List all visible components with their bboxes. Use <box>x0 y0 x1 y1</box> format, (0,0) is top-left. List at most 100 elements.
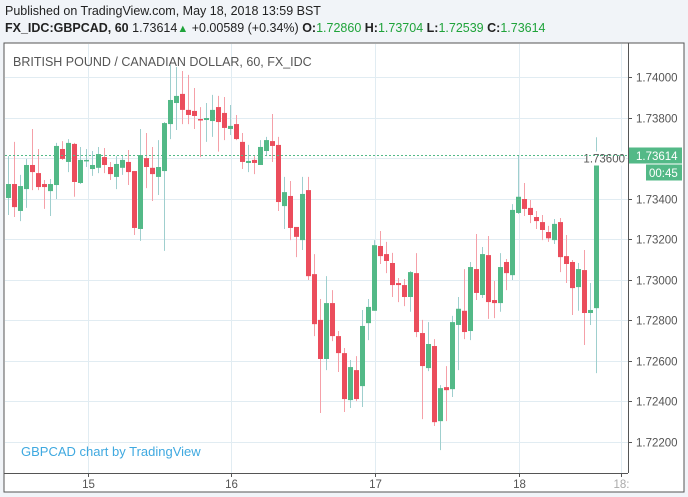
x-tick-label: 18 <box>513 479 526 491</box>
x-tick-label: 17 <box>369 479 382 491</box>
candle-up <box>552 219 557 244</box>
candle-body <box>594 155 599 309</box>
candle-down <box>192 88 197 129</box>
symbol-info-bar: FX_IDC:GBPCAD, 60 1.73614▲ +0.00589 (+0.… <box>5 21 546 35</box>
candle-down <box>222 96 227 141</box>
watermark: GBPCAD chart by TradingView <box>21 444 201 459</box>
candle-up <box>90 151 95 176</box>
candle-down <box>102 147 107 174</box>
candle-down <box>336 331 341 372</box>
candle-body <box>6 184 11 198</box>
candle-down <box>558 218 563 273</box>
candle-body <box>582 270 587 314</box>
candle-body <box>570 261 575 289</box>
open-value: 1.72860 <box>316 21 362 35</box>
candle-body <box>144 158 149 168</box>
candle-body <box>150 167 155 175</box>
candle-body <box>210 109 215 122</box>
candle-body <box>330 303 335 337</box>
candle-down <box>582 250 587 346</box>
candle-up <box>66 139 71 173</box>
candle-down <box>318 299 323 414</box>
candle-down <box>492 281 497 319</box>
time-axis[interactable]: 15 16 17 18 18: <box>82 473 630 491</box>
candle-down <box>354 356 359 402</box>
candle-up <box>78 146 83 185</box>
candle-body <box>558 222 563 258</box>
candle-up <box>258 140 263 165</box>
candle-body <box>462 310 467 333</box>
candle-body <box>204 118 209 121</box>
candle-up <box>408 271 413 312</box>
candle-body <box>24 164 29 190</box>
candle-up <box>6 156 11 215</box>
candle-down <box>402 278 407 307</box>
candle-down <box>42 179 47 209</box>
candle-down <box>444 366 449 422</box>
candle-body <box>312 274 317 325</box>
close-label: C: <box>487 21 501 35</box>
candle-body <box>72 143 77 182</box>
candle-body <box>324 303 329 359</box>
candle-body <box>546 232 551 239</box>
candle-body <box>414 273 419 333</box>
price-axis[interactable]: 1.74000 1.73800 1.73600 1.73400 1.73200 1.730… <box>583 73 677 450</box>
candle-up <box>120 155 125 175</box>
candle-body <box>354 370 359 400</box>
y-tick-label: 1.73000 <box>636 276 678 288</box>
published-note: Published on TradingView.com, May 18, 20… <box>5 4 321 18</box>
candle-up <box>96 146 101 174</box>
candle-body <box>384 254 389 261</box>
candle-down <box>564 235 569 284</box>
candle-down <box>384 241 389 274</box>
candle-down <box>126 149 131 186</box>
candle-body <box>276 144 281 203</box>
candle-body <box>486 255 491 303</box>
candle-down <box>414 253 419 338</box>
y-tick-label: 1.73600 <box>583 154 625 166</box>
candle-body <box>270 141 275 146</box>
candle-down <box>504 258 509 291</box>
candle-up <box>204 103 209 142</box>
candle-down <box>546 225 551 242</box>
candle-body <box>180 93 185 110</box>
candle-up <box>84 148 89 168</box>
candle-body <box>222 112 227 128</box>
candle-body <box>96 154 101 168</box>
candle-body <box>366 306 371 324</box>
candle-up <box>450 315 455 398</box>
low-value: 1.72539 <box>438 21 484 35</box>
candle-up <box>264 136 269 157</box>
candle-body <box>246 160 251 163</box>
candle-up <box>468 261 473 341</box>
candle-up <box>360 309 365 407</box>
candle-body <box>282 192 287 207</box>
candle-body <box>102 157 107 165</box>
candle-body <box>360 325 365 387</box>
candle-body <box>426 343 431 369</box>
candle-down <box>108 161 113 180</box>
candle-up <box>24 158 29 208</box>
candle-body <box>552 223 557 241</box>
candle-down <box>240 132 245 170</box>
candle-body <box>402 285 407 298</box>
candle-down <box>270 113 275 162</box>
candle-body <box>438 388 443 422</box>
candle-down <box>528 200 533 224</box>
candle-up <box>588 283 593 325</box>
candles <box>6 64 599 451</box>
candle-body <box>318 319 323 359</box>
candle-up <box>174 66 179 130</box>
x-tick-label: 16 <box>225 479 238 491</box>
candle-body <box>114 163 119 177</box>
candle-down <box>312 254 317 337</box>
candle-up <box>54 142 59 200</box>
candle-body <box>576 269 581 288</box>
candle-down <box>306 176 311 281</box>
candle-up <box>348 359 353 408</box>
candle-body <box>420 333 425 367</box>
candle-up <box>228 105 233 136</box>
candle-body <box>12 184 17 208</box>
candle-down <box>288 180 293 241</box>
